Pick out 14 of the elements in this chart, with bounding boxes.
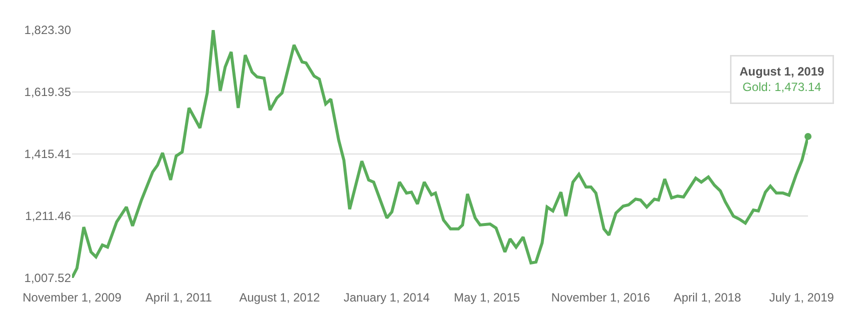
x-tick-label: April 1, 2018	[674, 290, 742, 304]
x-tick-label: November 1, 2009	[22, 290, 122, 304]
y-tick-label: 1,823.30	[24, 23, 72, 38]
x-tick-label: November 1, 2016	[551, 290, 650, 304]
y-tick-label: 1,211.46	[25, 209, 72, 224]
x-tick-label: April 1, 2011	[145, 290, 212, 304]
x-tick-label: May 1, 2015	[454, 290, 520, 304]
x-tick-label: January 1, 2014	[344, 290, 430, 304]
annotation: August 1, 2019 Gold: 1,473.14	[740, 64, 825, 94]
y-tick-label: 1,007.52	[24, 271, 72, 286]
y-tick-label: 1,415.41	[24, 147, 72, 162]
x-tick-label: July 1, 2019	[769, 290, 834, 304]
y-tick-label: 1,619.35	[24, 85, 72, 100]
x-tick-label: August 1, 2012	[239, 290, 320, 304]
